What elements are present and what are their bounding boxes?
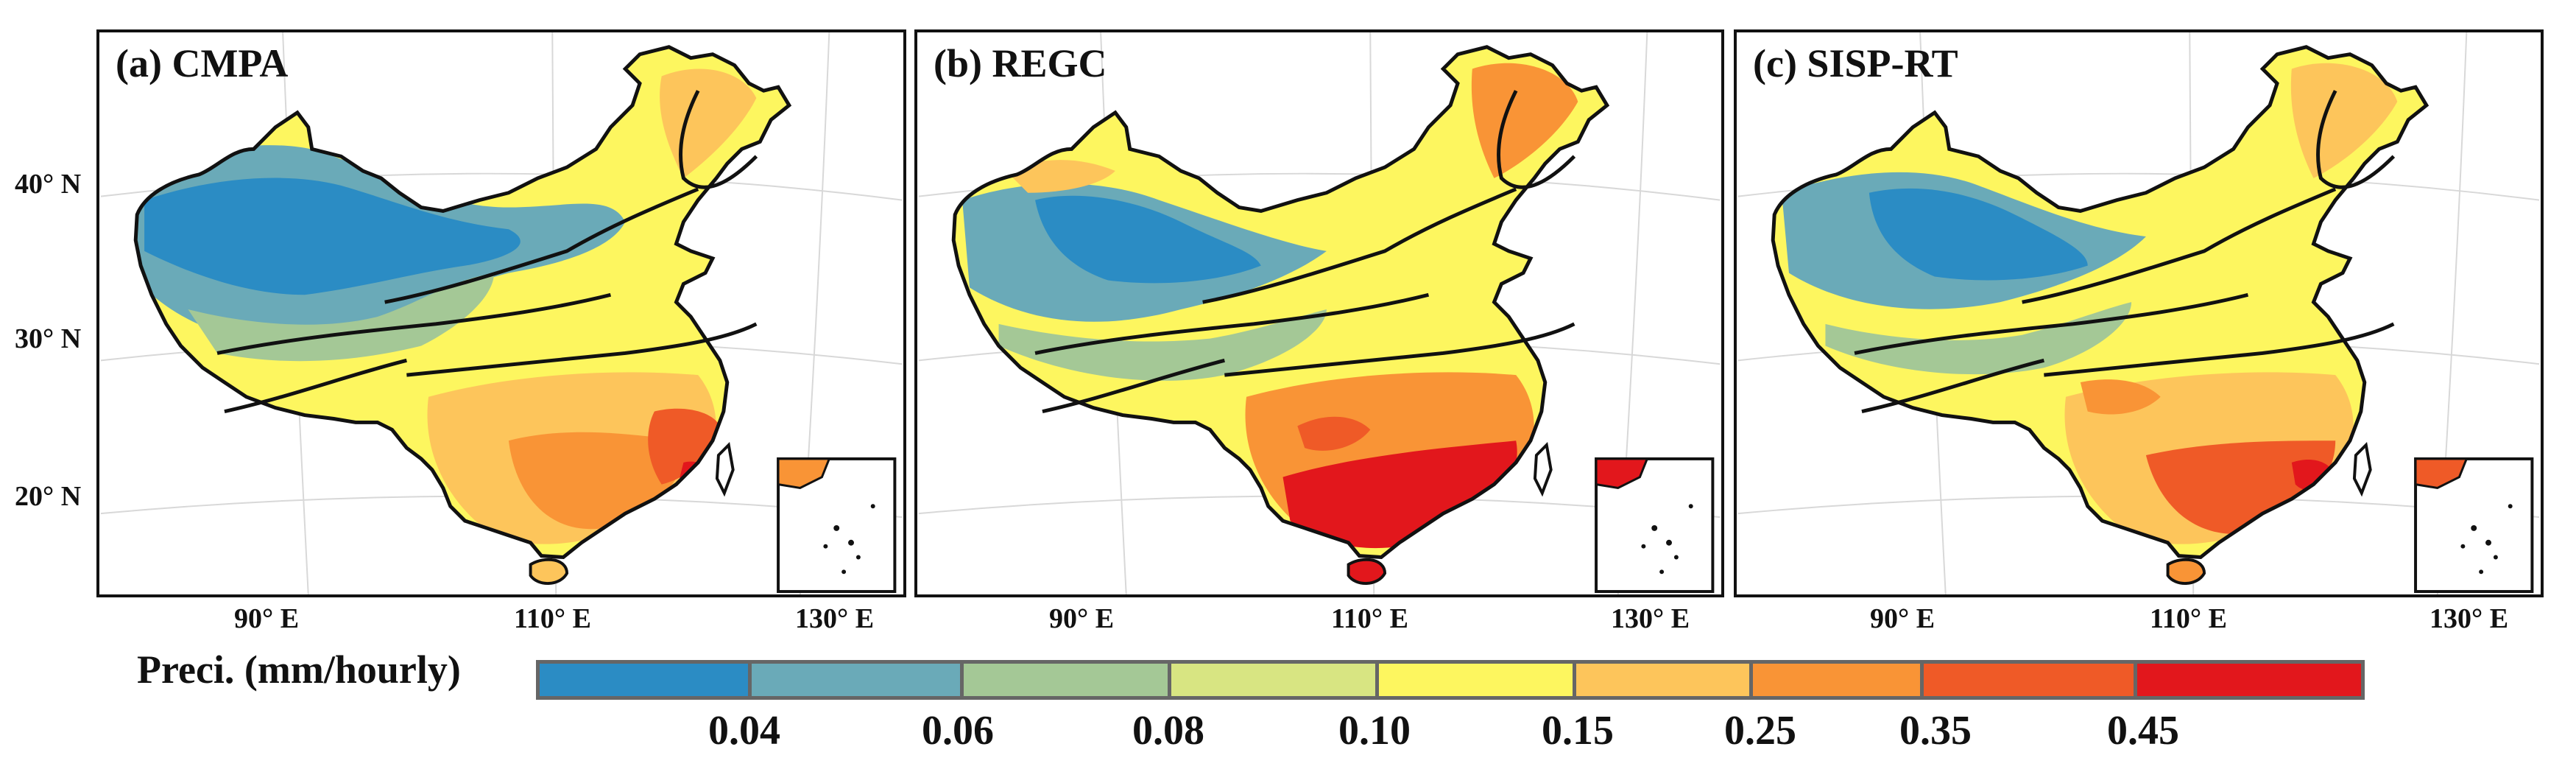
colorbar-tick: 0.25 [1724,708,1796,754]
colorbar-label: Preci. (mm/hourly) [137,647,461,692]
taiwan-island [2352,442,2372,497]
lon-label-90e: 90° E [1049,603,1115,634]
hainan-island [529,558,569,585]
precip-region [648,408,720,485]
colorbar-segment [1379,664,1576,696]
precip-region [1035,195,1261,284]
precip-region [1825,302,2132,375]
hainan-island [1347,558,1387,585]
precip-region [1006,160,1115,193]
colorbar-tick: 0.35 [1899,708,1972,754]
lon-label-130e: 130° E [1611,603,1690,634]
panel-title: (b) REGC [934,41,1107,85]
precip-region [1297,416,1371,451]
panel-title: (a) CMPA [116,41,289,85]
lat-label-40n: 40° N [15,169,82,200]
colorbar-segment [752,664,964,696]
lon-label-130e: 130° E [795,603,875,634]
region-boundaries [951,45,1610,560]
colorbar-tick: 0.08 [1132,708,1204,754]
precip-region [998,309,1327,381]
colorbar-tick: 0.04 [708,708,780,754]
precip-region [144,178,521,295]
map-sisp-rt [1737,32,2540,594]
colorbar-segment [1924,664,2137,696]
panel-cmpa: (a) CMPA [96,29,906,597]
south-china-sea-inset [2414,457,2534,594]
hainan-island [2166,558,2206,585]
colorbar-segment [540,664,752,696]
lon-label-90e: 90° E [234,603,300,634]
lon-label-110e: 110° E [2150,603,2227,634]
colorbar-tick: 0.06 [922,708,994,754]
region-boundaries [1771,45,2429,560]
taiwan-island [1533,442,1553,497]
colorbar-tick: 0.45 [2107,708,2179,754]
panel-regc: (b) REGC [914,29,1724,597]
precip-region [2080,379,2161,415]
colorbar-segment [964,664,1171,696]
precip-region [1869,188,2088,281]
taiwan-island [715,442,735,497]
lon-label-90e: 90° E [1870,603,1935,634]
colorbar-segment [1576,664,1753,696]
region-boundaries [133,45,792,560]
colorbar-segment [1753,664,1924,696]
colorbar [536,660,2365,700]
lon-label-110e: 110° E [1331,603,1408,634]
lon-label-110e: 110° E [514,603,591,634]
panel-title: (c) SISP-RT [1753,41,1958,85]
colorbar-segment [2137,664,2361,696]
colorbar-segment [1171,664,1379,696]
colorbar-tick: 0.10 [1338,708,1411,754]
south-china-sea-inset [777,457,897,594]
lon-label-130e: 130° E [2429,603,2509,634]
map-cmpa [100,32,903,594]
precip-region [188,273,495,362]
lat-label-30n: 30° N [15,323,82,354]
south-china-sea-inset [1595,457,1715,594]
colorbar-tick: 0.15 [1542,708,1614,754]
lat-label-20n: 20° N [15,481,82,512]
map-regc [918,32,1721,594]
panel-sisp-rt: (c) SISP-RT [1734,29,2544,597]
precip-region [660,69,757,178]
